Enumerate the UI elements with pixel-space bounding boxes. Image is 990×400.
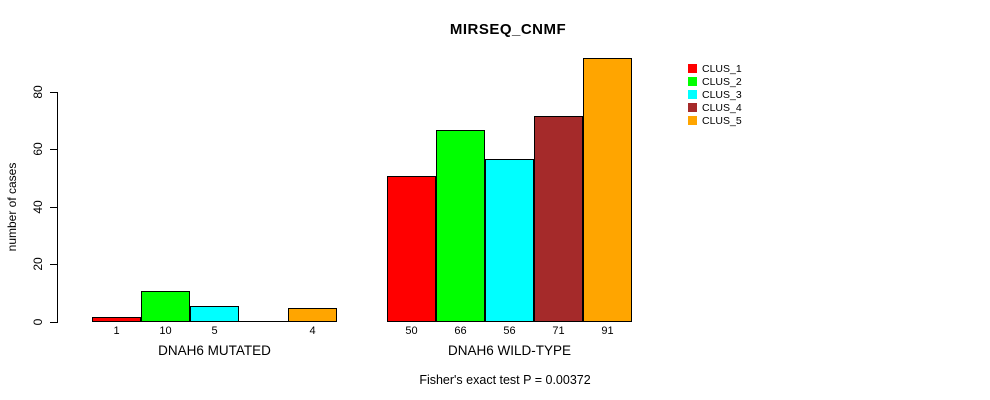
bar-value-label: 10 [159, 325, 172, 337]
legend-label-clus_4: CLUS_4 [702, 101, 742, 114]
y-tick-label: 60 [31, 142, 45, 156]
bar-value-label: 5 [211, 325, 218, 337]
y-tick-label: 40 [31, 200, 45, 214]
legend-swatch-clus_2 [688, 77, 697, 86]
y-tick-label: 20 [31, 257, 45, 271]
bar-value-label: 1 [113, 325, 120, 337]
legend-row-clus_1: CLUS_1 [688, 62, 742, 75]
fisher-test-annotation: Fisher's exact test P = 0.00372 [419, 373, 591, 387]
bar-value-label: 50 [405, 325, 418, 337]
bar-clus_2-group1 [141, 291, 190, 322]
legend-swatch-clus_1 [688, 64, 697, 73]
bar-clus_1-group1 [92, 317, 141, 322]
bar-value-label: 4 [309, 325, 316, 337]
y-tick-mark [50, 149, 58, 150]
legend-row-clus_2: CLUS_2 [688, 75, 742, 88]
legend-label-clus_3: CLUS_3 [702, 88, 742, 101]
legend-label-clus_1: CLUS_1 [702, 62, 742, 75]
legend-label-clus_5: CLUS_5 [702, 114, 742, 127]
y-tick-mark [50, 207, 58, 208]
legend-row-clus_5: CLUS_5 [688, 114, 742, 127]
bar-value-label: 71 [552, 325, 565, 337]
y-tick-mark [50, 322, 58, 323]
chart-title: MIRSEQ_CNMF [449, 21, 567, 38]
bar-clus_2-group2 [436, 130, 485, 322]
legend-label-clus_2: CLUS_2 [702, 75, 742, 88]
bar-clus_5-group2 [583, 58, 632, 322]
legend-row-clus_4: CLUS_4 [688, 101, 742, 114]
bar-clus_3-group1 [190, 306, 239, 322]
y-tick-mark [50, 264, 58, 265]
bar-clus_5-group1 [288, 308, 337, 322]
y-tick-label: 0 [31, 318, 45, 326]
legend: CLUS_1 CLUS_2 CLUS_3 CLUS_4 CLUS_5 [688, 62, 742, 127]
bar-value-label: 91 [601, 325, 614, 337]
y-axis-label: number of cases [5, 162, 19, 252]
bar-clus_3-group2 [485, 159, 534, 322]
legend-swatch-clus_4 [688, 103, 697, 112]
x-group-label: DNAH6 MUTATED [158, 343, 271, 358]
y-tick-mark [50, 92, 58, 93]
bar-clus_4-group2 [534, 116, 583, 322]
bar-clus_1-group2 [387, 176, 436, 322]
x-group-label: DNAH6 WILD-TYPE [447, 343, 572, 358]
legend-row-clus_3: CLUS_3 [688, 88, 742, 101]
legend-swatch-clus_5 [688, 116, 697, 125]
bar-clus_4-group1 [239, 321, 288, 322]
legend-swatch-clus_3 [688, 90, 697, 99]
y-tick-label: 80 [31, 85, 45, 99]
bar-value-label: 66 [454, 325, 467, 337]
bar-value-label: 56 [503, 325, 516, 337]
